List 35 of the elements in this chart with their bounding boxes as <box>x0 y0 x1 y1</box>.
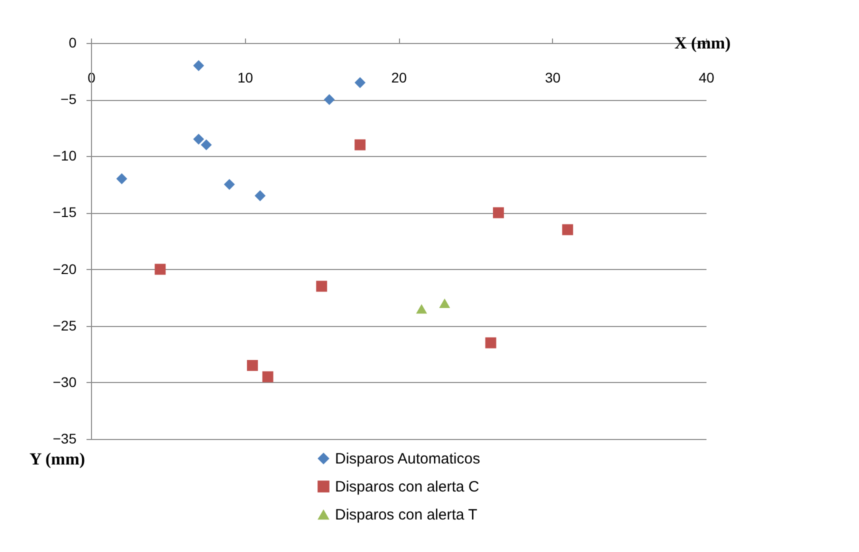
point <box>316 280 328 292</box>
x-tick-label: 30 <box>544 70 561 86</box>
x-tick-label: 40 <box>698 70 714 86</box>
point <box>193 60 204 72</box>
legend-label: Disparos Automaticos <box>335 450 480 468</box>
y-tick-label: −5 <box>60 91 77 108</box>
y-tick-label: 0 <box>68 34 77 50</box>
point <box>193 134 204 145</box>
y-tick-label: −25 <box>52 317 77 334</box>
y-tick-label: −10 <box>52 148 77 164</box>
point <box>154 264 166 275</box>
point <box>416 304 428 314</box>
point <box>116 173 128 184</box>
y-tick-label: −20 <box>52 260 77 277</box>
point <box>354 77 366 88</box>
y-tick-label: −35 <box>52 430 77 446</box>
point <box>200 139 212 150</box>
point <box>354 139 366 150</box>
legend-label: Disparos con alerta T <box>335 506 478 524</box>
x-axis-title: X (mm) <box>674 34 731 52</box>
y-tick-label: −15 <box>52 204 77 220</box>
point <box>224 178 235 190</box>
point <box>324 94 335 106</box>
point <box>492 207 504 218</box>
point <box>439 298 450 308</box>
point <box>485 337 496 348</box>
point <box>562 224 574 236</box>
legend-label: Disparos con alerta C <box>335 478 480 496</box>
point <box>254 190 266 202</box>
point <box>246 360 258 371</box>
y-axis-title: Y (mm) <box>30 450 86 468</box>
point <box>262 371 274 382</box>
x-tick-label: 20 <box>391 70 407 86</box>
x-tick-label: 10 <box>237 70 254 86</box>
y-tick-label: −30 <box>52 374 77 390</box>
